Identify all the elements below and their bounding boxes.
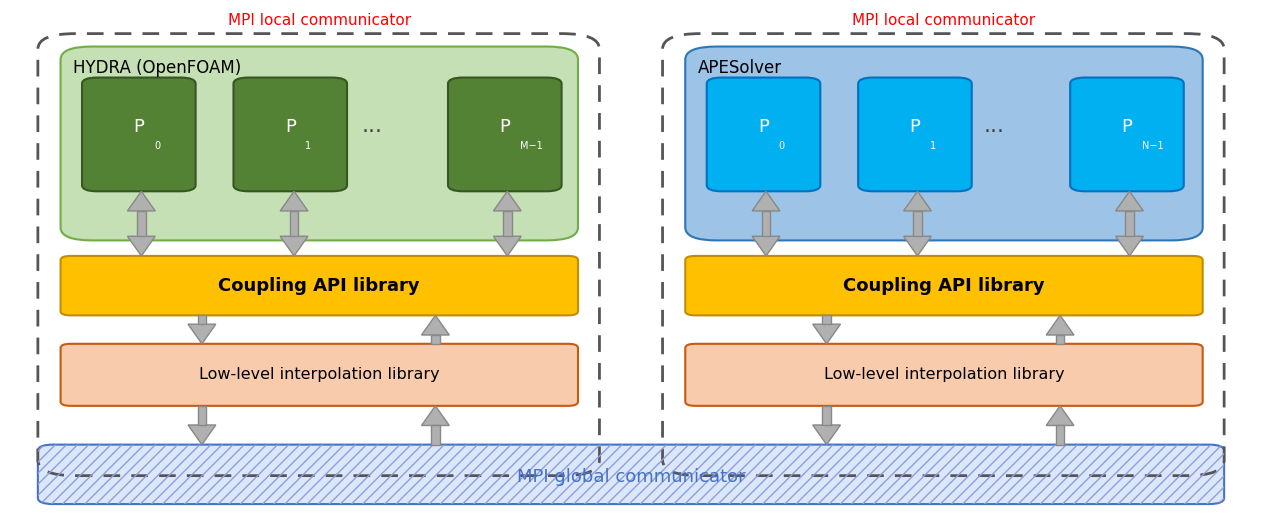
- Polygon shape: [127, 236, 155, 256]
- Text: M−1: M−1: [520, 141, 543, 150]
- Polygon shape: [823, 315, 830, 324]
- Text: ···: ···: [984, 122, 1005, 142]
- Text: N−1: N−1: [1142, 141, 1164, 150]
- Polygon shape: [198, 315, 207, 324]
- Polygon shape: [1116, 191, 1143, 211]
- Text: MPI local communicator: MPI local communicator: [852, 13, 1036, 28]
- Polygon shape: [280, 236, 308, 256]
- FancyBboxPatch shape: [61, 344, 578, 406]
- Polygon shape: [904, 236, 931, 256]
- Polygon shape: [1055, 335, 1064, 344]
- FancyBboxPatch shape: [448, 78, 562, 191]
- Text: MPI global communicator: MPI global communicator: [516, 468, 746, 486]
- Polygon shape: [188, 324, 216, 344]
- FancyBboxPatch shape: [685, 47, 1203, 240]
- Polygon shape: [280, 191, 308, 211]
- Text: P: P: [910, 118, 920, 135]
- Polygon shape: [1046, 315, 1074, 335]
- Text: APESolver: APESolver: [698, 59, 782, 78]
- Polygon shape: [823, 406, 830, 425]
- Polygon shape: [422, 406, 449, 425]
- FancyBboxPatch shape: [38, 445, 1224, 504]
- Polygon shape: [914, 211, 921, 236]
- Polygon shape: [502, 211, 512, 236]
- Polygon shape: [813, 324, 840, 344]
- Polygon shape: [198, 406, 207, 425]
- Polygon shape: [430, 335, 439, 344]
- Text: Coupling API library: Coupling API library: [218, 277, 420, 295]
- Text: 0: 0: [154, 141, 160, 150]
- Polygon shape: [1126, 211, 1133, 236]
- Text: HYDRA (OpenFOAM): HYDRA (OpenFOAM): [73, 59, 241, 78]
- FancyBboxPatch shape: [1070, 78, 1184, 191]
- FancyBboxPatch shape: [685, 344, 1203, 406]
- Polygon shape: [904, 191, 931, 211]
- FancyBboxPatch shape: [707, 78, 820, 191]
- Polygon shape: [1116, 236, 1143, 256]
- Polygon shape: [752, 191, 780, 211]
- Polygon shape: [136, 211, 146, 236]
- Text: 0: 0: [779, 141, 785, 150]
- Text: P: P: [285, 118, 295, 135]
- FancyBboxPatch shape: [685, 256, 1203, 315]
- Text: 1: 1: [930, 141, 936, 150]
- Polygon shape: [1046, 406, 1074, 425]
- Text: Low-level interpolation library: Low-level interpolation library: [199, 367, 439, 383]
- Text: 1: 1: [305, 141, 312, 150]
- Polygon shape: [430, 425, 439, 445]
- Text: P: P: [134, 118, 144, 135]
- Polygon shape: [188, 425, 216, 445]
- Polygon shape: [1055, 425, 1064, 445]
- Polygon shape: [493, 236, 521, 256]
- FancyBboxPatch shape: [233, 78, 347, 191]
- Polygon shape: [127, 191, 155, 211]
- Polygon shape: [493, 191, 521, 211]
- Text: MPI local communicator: MPI local communicator: [227, 13, 411, 28]
- Polygon shape: [813, 425, 840, 445]
- FancyBboxPatch shape: [61, 47, 578, 240]
- Polygon shape: [762, 211, 770, 236]
- Text: P: P: [500, 118, 510, 135]
- Text: Low-level interpolation library: Low-level interpolation library: [824, 367, 1064, 383]
- Text: ···: ···: [362, 122, 382, 142]
- Text: P: P: [758, 118, 769, 135]
- FancyBboxPatch shape: [82, 78, 196, 191]
- Polygon shape: [422, 315, 449, 335]
- FancyBboxPatch shape: [858, 78, 972, 191]
- FancyBboxPatch shape: [61, 256, 578, 315]
- Text: P: P: [1122, 118, 1132, 135]
- Polygon shape: [290, 211, 299, 236]
- Text: Coupling API library: Coupling API library: [843, 277, 1045, 295]
- Polygon shape: [752, 236, 780, 256]
